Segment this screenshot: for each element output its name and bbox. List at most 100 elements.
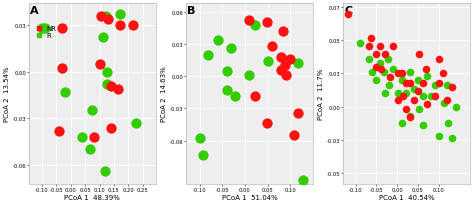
- Text: C: C: [345, 6, 353, 16]
- X-axis label: PCoA 1  40.54%: PCoA 1 40.54%: [379, 194, 434, 200]
- Point: [228, 47, 235, 51]
- Point: [440, 102, 447, 105]
- Point: [223, 70, 231, 73]
- Point: [439, 72, 447, 76]
- Point: [97, 15, 105, 18]
- Point: [345, 13, 352, 16]
- Point: [251, 24, 259, 27]
- Point: [41, 27, 49, 31]
- Point: [373, 66, 380, 69]
- Point: [251, 94, 259, 98]
- Text: A: A: [30, 6, 39, 16]
- Point: [419, 124, 427, 127]
- Point: [116, 13, 124, 17]
- Point: [410, 88, 418, 92]
- Point: [381, 92, 389, 95]
- Point: [115, 88, 122, 91]
- Point: [290, 134, 298, 137]
- Point: [452, 105, 459, 109]
- Point: [410, 99, 418, 102]
- Point: [406, 71, 414, 74]
- Point: [58, 68, 66, 71]
- Point: [368, 37, 375, 40]
- Point: [223, 89, 231, 92]
- Point: [99, 37, 107, 40]
- Point: [294, 62, 302, 66]
- Point: [246, 74, 253, 77]
- Legend: NR, R: NR, R: [36, 26, 57, 40]
- Point: [294, 112, 302, 115]
- Point: [415, 53, 422, 56]
- Point: [402, 108, 410, 111]
- Point: [102, 15, 110, 18]
- Point: [277, 56, 285, 59]
- Point: [448, 137, 456, 140]
- Point: [423, 103, 430, 106]
- Point: [263, 122, 271, 125]
- Point: [419, 95, 427, 98]
- X-axis label: PCoA 1  48.39%: PCoA 1 48.39%: [64, 194, 120, 200]
- Point: [435, 134, 443, 138]
- Point: [280, 30, 287, 34]
- Point: [423, 75, 430, 78]
- Point: [103, 83, 111, 86]
- Point: [415, 90, 422, 93]
- Point: [200, 153, 207, 156]
- Point: [407, 82, 414, 85]
- Point: [389, 69, 397, 72]
- Point: [386, 76, 393, 80]
- Point: [444, 84, 451, 88]
- Point: [394, 99, 402, 102]
- Point: [435, 82, 443, 85]
- Point: [406, 115, 413, 118]
- Point: [385, 58, 392, 61]
- Y-axis label: PCoA 2  11.7%: PCoA 2 11.7%: [319, 68, 324, 120]
- Point: [87, 148, 94, 151]
- Point: [88, 109, 95, 113]
- Point: [231, 94, 239, 98]
- Point: [394, 72, 402, 76]
- Point: [419, 82, 427, 85]
- Point: [389, 45, 397, 48]
- Point: [402, 92, 410, 95]
- Point: [246, 20, 253, 23]
- Text: B: B: [187, 6, 196, 16]
- Point: [107, 84, 114, 88]
- Point: [286, 58, 294, 61]
- Point: [365, 58, 373, 61]
- Point: [277, 69, 285, 72]
- Y-axis label: PCoA 2  14.63%: PCoA 2 14.63%: [161, 66, 167, 122]
- Point: [107, 126, 115, 130]
- Point: [90, 136, 98, 139]
- Point: [263, 22, 271, 25]
- Point: [431, 84, 439, 88]
- Point: [79, 136, 86, 139]
- Point: [376, 62, 384, 65]
- Point: [399, 95, 406, 98]
- Point: [356, 42, 364, 45]
- Point: [394, 92, 401, 95]
- Point: [398, 72, 406, 76]
- Point: [38, 27, 46, 31]
- Point: [58, 27, 65, 31]
- Point: [444, 121, 452, 125]
- Point: [415, 108, 422, 111]
- Point: [299, 179, 307, 182]
- Point: [282, 74, 290, 77]
- Point: [422, 69, 430, 72]
- Point: [132, 122, 139, 125]
- Point: [103, 71, 110, 74]
- Point: [281, 64, 289, 68]
- Point: [96, 63, 104, 66]
- Point: [365, 45, 373, 48]
- Point: [444, 99, 451, 102]
- Point: [268, 45, 276, 49]
- Point: [55, 129, 63, 133]
- Point: [376, 45, 383, 48]
- Point: [406, 116, 414, 119]
- Y-axis label: PCoA 2  13.54%: PCoA 2 13.54%: [4, 66, 10, 122]
- Point: [117, 24, 124, 28]
- Point: [264, 60, 271, 63]
- Point: [435, 58, 443, 61]
- Point: [385, 84, 392, 88]
